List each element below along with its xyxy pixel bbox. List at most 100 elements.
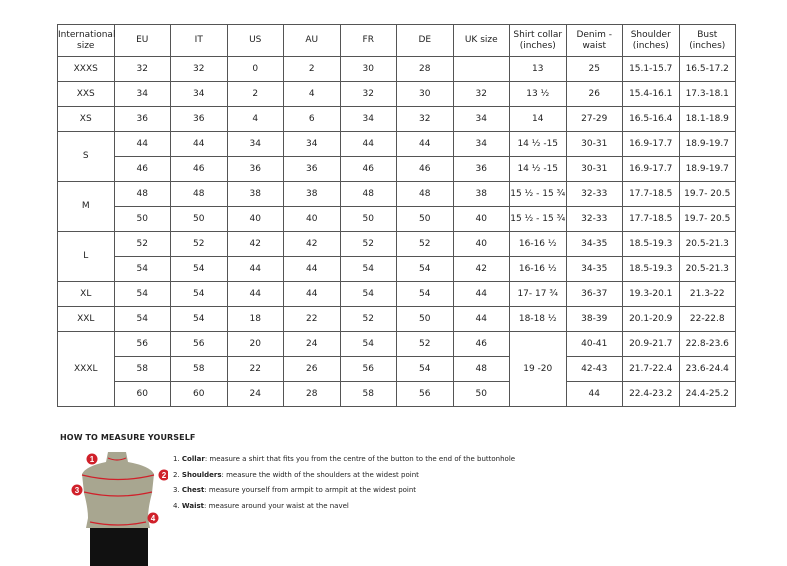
table-row: XS 36 36 4 6 34 32 34 14 27-29 16.5-16.4 18.1-18.9 xyxy=(57,106,736,132)
marker-3: 3 xyxy=(75,486,80,495)
cell-collar: 19 -20 xyxy=(509,331,567,407)
step-collar: 1. Collar: measure a shirt that fits you… xyxy=(173,455,516,463)
column-header: Denim - waist xyxy=(565,24,623,57)
step-chest: 3. Chest: measure yourself from armpit t… xyxy=(173,486,417,494)
cell-eu: 34 xyxy=(113,81,171,107)
cell-denim: 38-39 xyxy=(565,306,623,332)
column-header: International size xyxy=(57,24,115,57)
shorts-shape xyxy=(90,528,148,566)
cell-shoulder: 18.5-19.3 xyxy=(622,231,680,257)
cell-bust: 16.5-17.2 xyxy=(678,56,736,82)
cell-au: 26 xyxy=(283,356,341,382)
cell-shoulder: 22.4-23.2 xyxy=(622,381,680,407)
cell-fr: 46 xyxy=(339,156,397,182)
cell-us: 40 xyxy=(226,206,284,232)
cell-au: 44 xyxy=(283,281,341,307)
cell-eu: 36 xyxy=(113,106,171,132)
cell-us: 4 xyxy=(226,106,284,132)
column-header: US xyxy=(226,24,284,57)
table-row: XXS 34 34 2 4 32 30 32 13 ½ 26 15.4-16.1 17.3-18.1 xyxy=(57,81,736,107)
cell-shoulder: 16.9-17.7 xyxy=(622,156,680,182)
column-header: Shoulder (inches) xyxy=(622,24,680,57)
cell-it: 34 xyxy=(170,81,228,107)
cell-it: 52 xyxy=(170,231,228,257)
table-row: 50 50 40 40 50 50 40 15 ½ - 15 ¾ 32-33 17.7-18.5 1… xyxy=(58,206,736,232)
cell-collar: 16-16 ½ xyxy=(509,231,567,257)
cell-it: 54 xyxy=(170,306,228,332)
cell-eu: 54 xyxy=(113,256,171,282)
column-header: DE xyxy=(396,24,454,57)
cell-fr: 54 xyxy=(339,331,397,357)
cell-bust: 19.7- 20.5 xyxy=(678,206,736,232)
cell-collar: 17- 17 ¾ xyxy=(509,281,567,307)
cell-eu: 54 xyxy=(113,281,171,307)
cell-shoulder: 18.5-19.3 xyxy=(622,256,680,282)
table-row: XXXS 32 32 0 2 30 28 13 25 15.1-15.7 16.5-17.2 xyxy=(57,56,736,82)
column-header: UK size xyxy=(452,24,510,57)
cell-it: 46 xyxy=(170,156,228,182)
cell-eu: 50 xyxy=(113,206,171,232)
cell-fr: 44 xyxy=(339,131,397,157)
cell-shoulder: 16.5-16.4 xyxy=(622,106,680,132)
cell-eu: 46 xyxy=(113,156,171,182)
cell-de: 44 xyxy=(396,131,454,157)
column-header: EU xyxy=(113,24,171,57)
cell-it: 56 xyxy=(170,331,228,357)
cell-us: 0 xyxy=(226,56,284,82)
cell-bust: 21.3-22 xyxy=(678,281,736,307)
table-row: L 52 52 42 42 52 52 40 16-16 ½ 34-35 18.5-19.3 20.5… xyxy=(57,231,736,282)
cell-fr: 54 xyxy=(339,281,397,307)
cell-fr: 48 xyxy=(339,181,397,207)
cell-au: 42 xyxy=(283,231,341,257)
cell-us: 34 xyxy=(226,131,284,157)
table-row: M 48 48 38 38 48 48 38 15 ½ - 15 ¾ 32-33 17.7-18.5… xyxy=(57,181,736,232)
header-row: International size EU IT US AU FR DE UK size Shi… xyxy=(57,24,736,57)
cell-eu: 56 xyxy=(113,331,171,357)
cell-de: 50 xyxy=(396,206,454,232)
cell-eu: 58 xyxy=(113,356,171,382)
cell-bust: 19.7- 20.5 xyxy=(678,181,736,207)
cell-fr: 30 xyxy=(339,56,397,82)
cell-shoulder: 15.1-15.7 xyxy=(622,56,680,82)
marker-1: 1 xyxy=(90,455,95,464)
cell-denim: 30-31 xyxy=(565,131,623,157)
cell-denim: 27-29 xyxy=(565,106,623,132)
cell-denim: 34-35 xyxy=(565,256,623,282)
cell-eu: 60 xyxy=(113,381,171,407)
cell-fr: 58 xyxy=(339,381,397,407)
cell-it: 50 xyxy=(170,206,228,232)
cell-us: 18 xyxy=(226,306,284,332)
cell-collar: 13 xyxy=(509,56,567,82)
cell-uk: 48 xyxy=(452,356,510,382)
cell-denim: 34-35 xyxy=(565,231,623,257)
cell-shoulder: 15.4-16.1 xyxy=(622,81,680,107)
cell-uk xyxy=(452,56,510,82)
column-header: AU xyxy=(283,24,341,57)
cell-shoulder: 21.7-22.4 xyxy=(622,356,680,382)
cell-shoulder: 16.9-17.7 xyxy=(622,131,680,157)
cell-collar: 18-18 ½ xyxy=(509,306,567,332)
cell-it: 58 xyxy=(170,356,228,382)
cell-au: 34 xyxy=(283,131,341,157)
cell-it: 44 xyxy=(170,131,228,157)
cell-au: 24 xyxy=(283,331,341,357)
cell-us: 42 xyxy=(226,231,284,257)
size-cell: L xyxy=(57,231,115,282)
cell-denim: 44 xyxy=(565,381,623,407)
cell-us: 44 xyxy=(226,281,284,307)
cell-collar: 15 ½ - 15 ¾ xyxy=(509,181,567,207)
cell-au: 40 xyxy=(283,206,341,232)
cell-bust: 22-22.8 xyxy=(678,306,736,332)
cell-fr: 50 xyxy=(339,206,397,232)
cell-us: 2 xyxy=(226,81,284,107)
cell-au: 28 xyxy=(283,381,341,407)
size-cell: M xyxy=(57,181,115,232)
cell-de: 52 xyxy=(396,231,454,257)
size-cell: XXL xyxy=(57,306,115,332)
cell-fr: 52 xyxy=(339,231,397,257)
cell-eu: 32 xyxy=(113,56,171,82)
table-row: 58 58 22 26 56 54 48 42-43 21.7-22.4 23.6-24.4 xyxy=(58,356,736,382)
cell-collar: 14 ½ -15 xyxy=(509,156,567,182)
cell-us: 20 xyxy=(226,331,284,357)
cell-de: 48 xyxy=(396,181,454,207)
